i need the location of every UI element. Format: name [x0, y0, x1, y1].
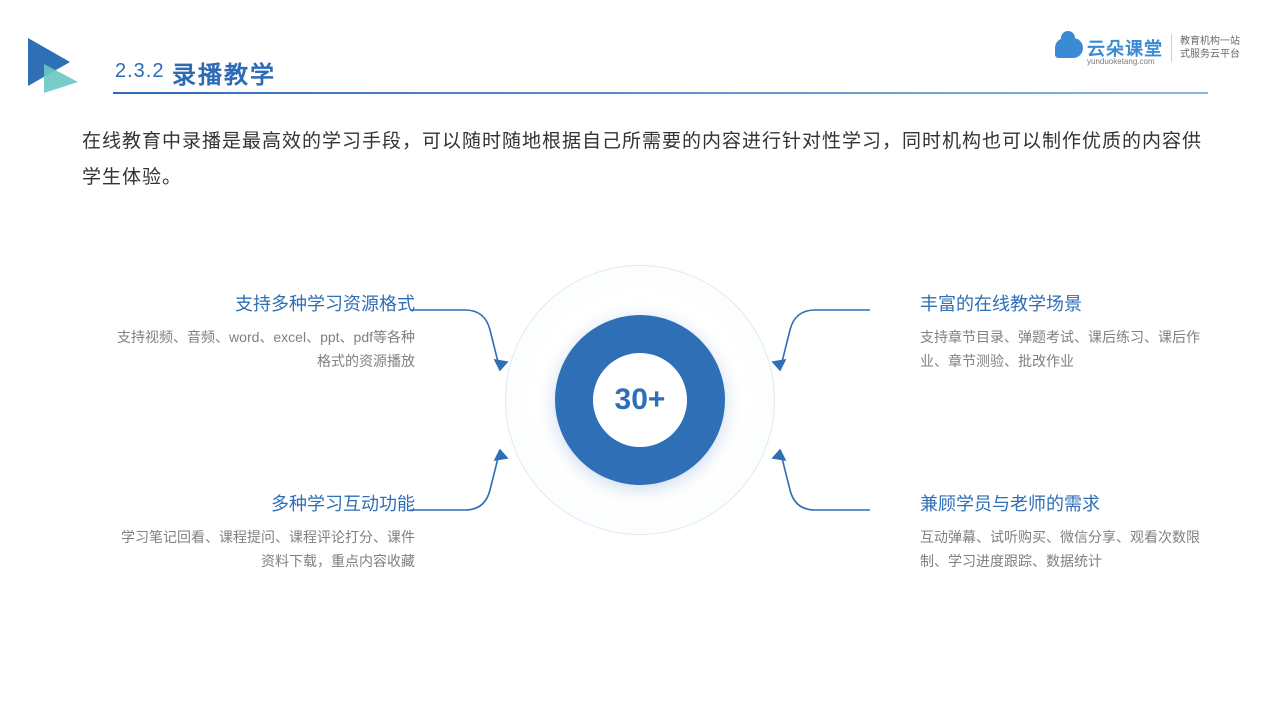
feature-top-left: 支持多种学习资源格式 支持视频、音频、word、excel、ppt、pdf等各种… — [115, 290, 415, 374]
play-icon — [28, 38, 90, 93]
cloud-icon — [1055, 38, 1083, 58]
connector-top-right — [740, 300, 870, 390]
logo-tagline-line2: 式服务云平台 — [1180, 48, 1240, 61]
slide-header: 2.3.2 录播教学 云朵课堂 yunduoketang.com 教育机构一站 … — [0, 18, 1280, 98]
logo-domain: yunduoketang.com — [1087, 57, 1155, 66]
feature-desc: 支持视频、音频、word、excel、ppt、pdf等各种格式的资源播放 — [115, 326, 415, 374]
connector-top-left — [410, 300, 540, 390]
feature-title: 支持多种学习资源格式 — [115, 290, 415, 316]
ring-label: 30+ — [615, 383, 666, 417]
feature-desc: 支持章节目录、弹题考试、课后练习、课后作业、章节测验、批改作业 — [920, 326, 1220, 374]
logo-divider — [1171, 34, 1172, 62]
feature-bottom-left: 多种学习互动功能 学习笔记回看、课程提问、课程评论打分、课件资料下载，重点内容收… — [115, 490, 415, 574]
feature-title: 丰富的在线教学场景 — [920, 290, 1220, 316]
logo-tagline: 教育机构一站 式服务云平台 — [1180, 35, 1240, 61]
intro-paragraph: 在线教育中录播是最高效的学习手段，可以随时随地根据自己所需要的内容进行针对性学习… — [82, 124, 1220, 196]
feature-desc: 互动弹幕、试听购买、微信分享、观看次数限制、学习进度跟踪、数据统计 — [920, 526, 1220, 574]
feature-title: 多种学习互动功能 — [115, 490, 415, 516]
connector-bottom-right — [740, 430, 870, 520]
brand-logo: 云朵课堂 yunduoketang.com 教育机构一站 式服务云平台 — [1055, 34, 1240, 62]
section-number: 2.3.2 — [115, 60, 164, 83]
title-underline — [113, 92, 1208, 94]
connector-bottom-left — [410, 430, 540, 520]
logo-tagline-line1: 教育机构一站 — [1180, 35, 1240, 48]
section-title: 录播教学 — [172, 55, 276, 90]
feature-top-right: 丰富的在线教学场景 支持章节目录、弹题考试、课后练习、课后作业、章节测验、批改作… — [920, 290, 1220, 374]
feature-desc: 学习笔记回看、课程提问、课程评论打分、课件资料下载，重点内容收藏 — [115, 526, 415, 574]
feature-bottom-right: 兼顾学员与老师的需求 互动弹幕、试听购买、微信分享、观看次数限制、学习进度跟踪、… — [920, 490, 1220, 574]
feature-title: 兼顾学员与老师的需求 — [920, 490, 1220, 516]
